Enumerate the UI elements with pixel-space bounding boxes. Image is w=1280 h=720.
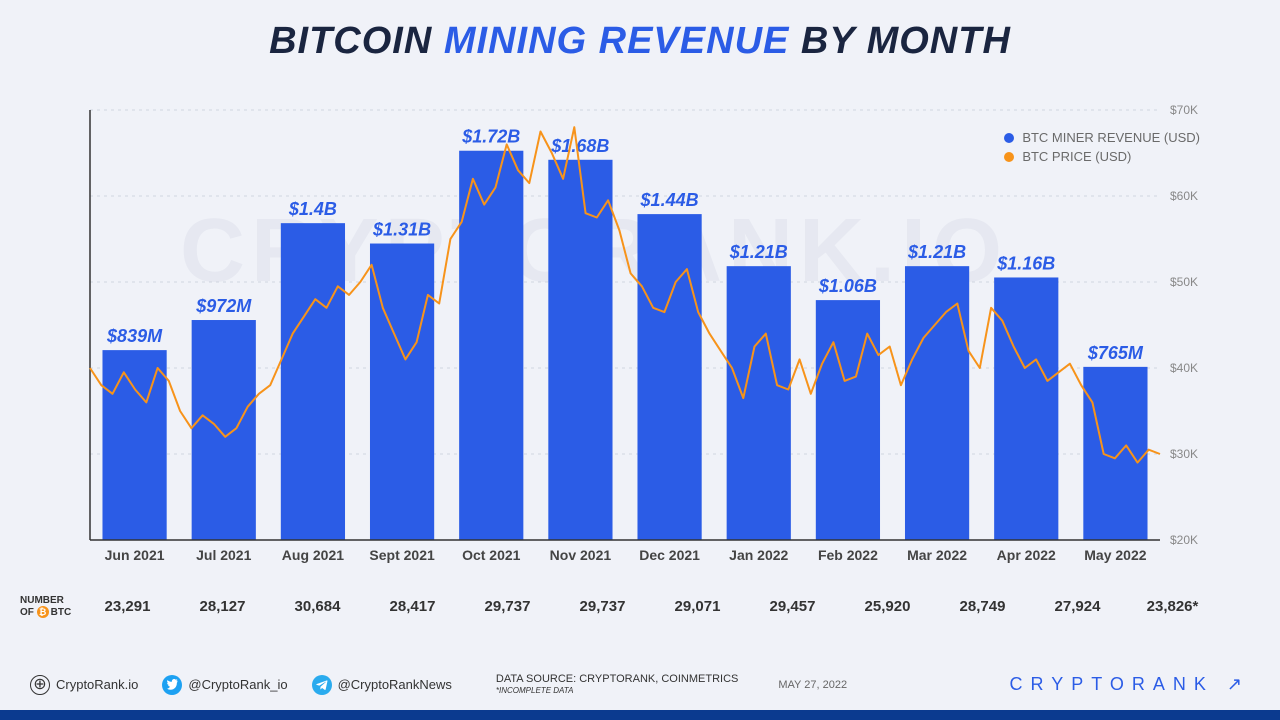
footer-source-text: DATA SOURCE: CRYPTORANK, COINMETRICS <box>496 673 738 686</box>
title-pre: BITCOIN <box>269 20 444 62</box>
btc-count-cell: 23,291 <box>80 598 175 615</box>
svg-text:$839M: $839M <box>106 326 163 346</box>
footer-twitter[interactable]: @CryptoRank_io <box>162 675 287 695</box>
svg-text:$1.44B: $1.44B <box>640 190 699 210</box>
svg-text:$1.4B: $1.4B <box>288 199 337 219</box>
footer-source-note: *INCOMPLETE DATA <box>496 686 738 696</box>
svg-text:$972M: $972M <box>195 296 252 316</box>
svg-text:Mar 2022: Mar 2022 <box>907 547 967 563</box>
svg-text:$20K: $20K <box>1170 533 1198 547</box>
svg-text:$30K: $30K <box>1170 447 1198 461</box>
chart-area: $20K $30K $40K $50K $60K $70K $839M Jun 2021 $97… <box>80 90 1220 580</box>
svg-text:Oct 2021: Oct 2021 <box>462 547 521 563</box>
btc-count-cell: 23,826* <box>1125 598 1220 615</box>
svg-text:$1.72B: $1.72B <box>461 127 520 147</box>
btc-count-label: NUMBER OF ₿BTC <box>0 595 80 618</box>
btc-count-cell: 28,127 <box>175 598 270 615</box>
footer-source: DATA SOURCE: CRYPTORANK, COINMETRICS *IN… <box>496 673 738 696</box>
svg-text:Sept 2021: Sept 2021 <box>369 547 435 563</box>
btc-label-l3: BTC <box>51 607 72 618</box>
btc-label-l2: OF <box>20 607 34 618</box>
btc-count-cells: 23,29128,12730,68428,41729,73729,73729,0… <box>80 598 1280 615</box>
svg-text:Jul 2021: Jul 2021 <box>196 547 251 563</box>
svg-text:Aug 2021: Aug 2021 <box>282 547 344 563</box>
btc-count-cell: 27,924 <box>1030 598 1125 615</box>
btc-count-cell: 29,457 <box>745 598 840 615</box>
footer-telegram-text: @CryptoRankNews <box>338 677 452 692</box>
svg-text:$1.16B: $1.16B <box>996 253 1055 273</box>
svg-text:Nov 2021: Nov 2021 <box>550 547 612 563</box>
btc-count-cell: 28,417 <box>365 598 460 615</box>
svg-text:Dec 2021: Dec 2021 <box>639 547 700 563</box>
telegram-icon <box>312 675 332 695</box>
btc-count-cell: 28,749 <box>935 598 1030 615</box>
globe-icon: ⊕ <box>30 675 50 695</box>
svg-text:$1.06B: $1.06B <box>818 276 877 296</box>
svg-text:$40K: $40K <box>1170 361 1198 375</box>
footer-brand: CRYPTORANK ↗ <box>1010 674 1250 695</box>
svg-text:$60K: $60K <box>1170 189 1198 203</box>
btc-count-cell: 30,684 <box>270 598 365 615</box>
btc-count-row: NUMBER OF ₿BTC 23,29128,12730,68428,4172… <box>0 595 1280 618</box>
svg-text:$1.31B: $1.31B <box>372 220 431 240</box>
footer-twitter-text: @CryptoRank_io <box>188 677 287 692</box>
btc-count-cell: 29,071 <box>650 598 745 615</box>
svg-text:May 2022: May 2022 <box>1084 547 1146 563</box>
footer-site-text: CryptoRank.io <box>56 677 138 692</box>
svg-text:$70K: $70K <box>1170 103 1198 117</box>
chart-title: BITCOIN MINING REVENUE BY MONTH <box>0 0 1280 63</box>
svg-text:$765M: $765M <box>1087 343 1144 363</box>
btc-count-cell: 25,920 <box>840 598 935 615</box>
btc-count-cell: 29,737 <box>555 598 650 615</box>
footer: ⊕ CryptoRank.io @CryptoRank_io @CryptoRa… <box>0 673 1280 696</box>
title-post: BY MONTH <box>789 20 1011 62</box>
svg-text:Jun 2021: Jun 2021 <box>105 547 165 563</box>
btc-coin-icon: ₿ <box>37 606 49 618</box>
btc-count-cell: 29,737 <box>460 598 555 615</box>
footer-date: MAY 27, 2022 <box>778 679 847 691</box>
svg-text:$1.68B: $1.68B <box>550 136 609 156</box>
twitter-icon <box>162 675 182 695</box>
svg-text:$50K: $50K <box>1170 275 1198 289</box>
footer-site[interactable]: ⊕ CryptoRank.io <box>30 675 138 695</box>
title-highlight: MINING REVENUE <box>444 20 789 62</box>
svg-text:Jan 2022: Jan 2022 <box>729 547 788 563</box>
svg-text:$1.21B: $1.21B <box>907 242 966 262</box>
svg-text:Apr 2022: Apr 2022 <box>997 547 1056 563</box>
footer-telegram[interactable]: @CryptoRankNews <box>312 675 452 695</box>
chart-svg: $20K $30K $40K $50K $60K $70K $839M Jun 2021 $97… <box>80 90 1220 580</box>
svg-text:$1.21B: $1.21B <box>729 242 788 262</box>
svg-text:Feb 2022: Feb 2022 <box>818 547 878 563</box>
btc-label-l1: NUMBER <box>20 595 64 606</box>
bottom-accent-bar <box>0 710 1280 720</box>
